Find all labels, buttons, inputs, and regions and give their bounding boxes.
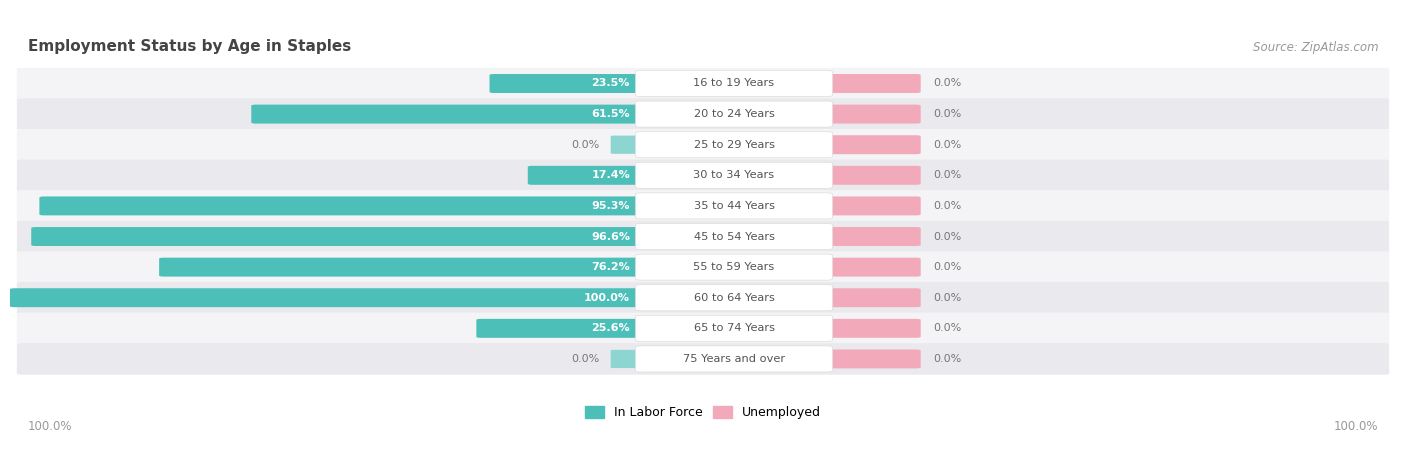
Text: Source: ZipAtlas.com: Source: ZipAtlas.com: [1253, 41, 1378, 54]
FancyBboxPatch shape: [636, 132, 832, 158]
Text: 0.0%: 0.0%: [571, 140, 600, 150]
FancyBboxPatch shape: [17, 282, 1389, 313]
FancyBboxPatch shape: [823, 166, 921, 185]
Text: 45 to 54 Years: 45 to 54 Years: [693, 231, 775, 242]
Text: 0.0%: 0.0%: [934, 201, 962, 211]
Text: 17.4%: 17.4%: [591, 170, 630, 180]
FancyBboxPatch shape: [823, 288, 921, 307]
FancyBboxPatch shape: [636, 224, 832, 249]
Text: 95.3%: 95.3%: [592, 201, 630, 211]
Text: 0.0%: 0.0%: [934, 293, 962, 303]
Text: 35 to 44 Years: 35 to 44 Years: [693, 201, 775, 211]
FancyBboxPatch shape: [17, 160, 1389, 191]
FancyBboxPatch shape: [636, 101, 832, 127]
Text: 65 to 74 Years: 65 to 74 Years: [693, 323, 775, 333]
Text: 0.0%: 0.0%: [934, 354, 962, 364]
FancyBboxPatch shape: [823, 319, 921, 338]
FancyBboxPatch shape: [823, 135, 921, 154]
Text: 23.5%: 23.5%: [592, 78, 630, 88]
Text: 0.0%: 0.0%: [934, 231, 962, 242]
FancyBboxPatch shape: [636, 346, 832, 372]
Text: 16 to 19 Years: 16 to 19 Years: [693, 78, 775, 88]
Text: 25.6%: 25.6%: [592, 323, 630, 333]
FancyBboxPatch shape: [610, 350, 644, 368]
FancyBboxPatch shape: [17, 68, 1389, 99]
Text: 25 to 29 Years: 25 to 29 Years: [693, 140, 775, 150]
FancyBboxPatch shape: [636, 315, 832, 341]
Text: 0.0%: 0.0%: [934, 109, 962, 119]
FancyBboxPatch shape: [527, 166, 645, 185]
FancyBboxPatch shape: [39, 197, 645, 216]
FancyBboxPatch shape: [17, 221, 1389, 252]
Text: 0.0%: 0.0%: [934, 262, 962, 272]
Text: 0.0%: 0.0%: [934, 78, 962, 88]
FancyBboxPatch shape: [17, 98, 1389, 130]
Text: 0.0%: 0.0%: [934, 140, 962, 150]
Text: 30 to 34 Years: 30 to 34 Years: [693, 170, 775, 180]
FancyBboxPatch shape: [823, 105, 921, 124]
Text: 61.5%: 61.5%: [592, 109, 630, 119]
FancyBboxPatch shape: [477, 319, 645, 338]
FancyBboxPatch shape: [159, 258, 645, 276]
FancyBboxPatch shape: [636, 70, 832, 97]
FancyBboxPatch shape: [17, 129, 1389, 161]
Text: 60 to 64 Years: 60 to 64 Years: [693, 293, 775, 303]
FancyBboxPatch shape: [636, 162, 832, 189]
Text: Employment Status by Age in Staples: Employment Status by Age in Staples: [28, 39, 352, 54]
FancyBboxPatch shape: [823, 227, 921, 246]
Text: 100.0%: 100.0%: [1334, 420, 1378, 433]
FancyBboxPatch shape: [636, 285, 832, 311]
Text: 0.0%: 0.0%: [571, 354, 600, 364]
FancyBboxPatch shape: [17, 343, 1389, 375]
Text: 100.0%: 100.0%: [28, 420, 72, 433]
FancyBboxPatch shape: [17, 313, 1389, 344]
FancyBboxPatch shape: [823, 74, 921, 93]
Text: 55 to 59 Years: 55 to 59 Years: [693, 262, 775, 272]
FancyBboxPatch shape: [31, 227, 645, 246]
Legend: In Labor Force, Unemployed: In Labor Force, Unemployed: [581, 401, 825, 424]
FancyBboxPatch shape: [17, 190, 1389, 221]
Text: 100.0%: 100.0%: [583, 293, 630, 303]
Text: 0.0%: 0.0%: [934, 170, 962, 180]
FancyBboxPatch shape: [823, 258, 921, 276]
FancyBboxPatch shape: [252, 105, 645, 124]
FancyBboxPatch shape: [17, 251, 1389, 283]
FancyBboxPatch shape: [636, 254, 832, 280]
FancyBboxPatch shape: [823, 197, 921, 216]
FancyBboxPatch shape: [489, 74, 645, 93]
FancyBboxPatch shape: [10, 288, 645, 307]
FancyBboxPatch shape: [823, 350, 921, 368]
Text: 96.6%: 96.6%: [591, 231, 630, 242]
FancyBboxPatch shape: [610, 136, 644, 154]
Text: 20 to 24 Years: 20 to 24 Years: [693, 109, 775, 119]
Text: 75 Years and over: 75 Years and over: [683, 354, 785, 364]
Text: 0.0%: 0.0%: [934, 323, 962, 333]
FancyBboxPatch shape: [636, 193, 832, 219]
Text: 76.2%: 76.2%: [591, 262, 630, 272]
